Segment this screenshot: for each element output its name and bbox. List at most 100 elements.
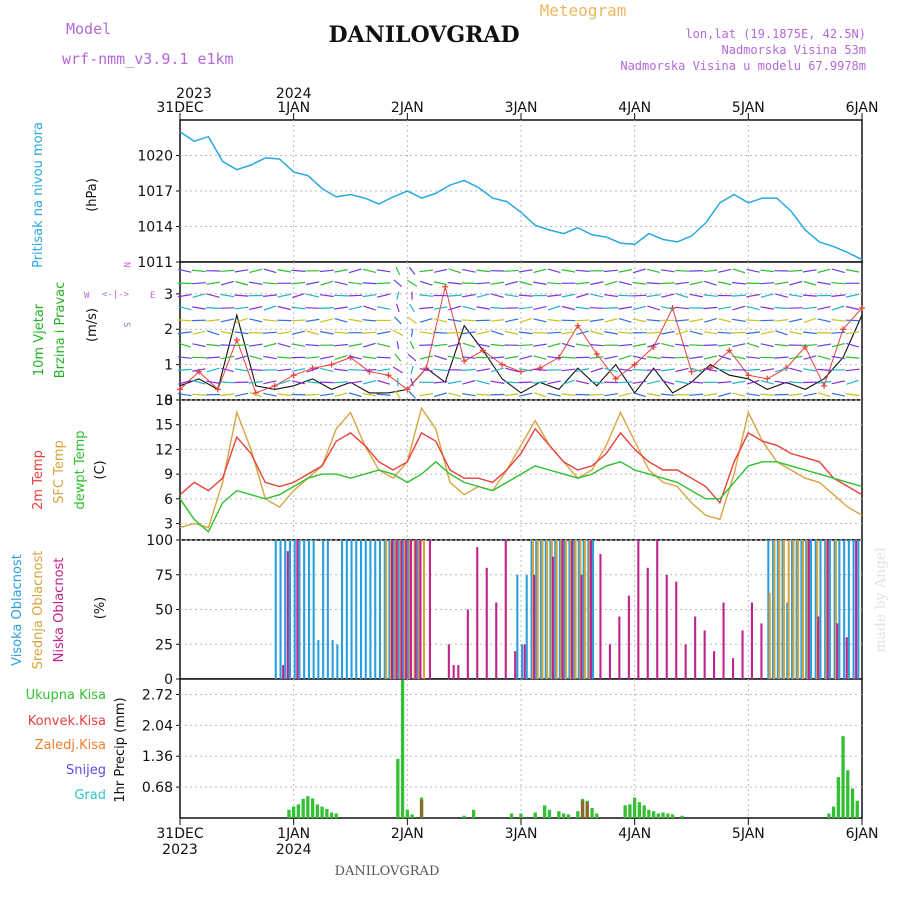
wind-arrow: [746, 331, 760, 335]
wind-arrow: [817, 318, 831, 323]
wind-arrow: [334, 269, 348, 273]
wind-arrow: [319, 307, 334, 309]
t2m-label: 2m Temp: [31, 450, 46, 510]
wind-arrow: [291, 380, 306, 385]
total-precip-bar: [850, 788, 855, 818]
wind-arrow: [632, 380, 647, 384]
wind-arrow: [235, 355, 249, 360]
wind-arrow: [377, 293, 391, 298]
wind-arrow: [547, 342, 561, 348]
high-cloud-bar: [573, 540, 576, 679]
high-cloud-bar: [592, 540, 595, 679]
wind-arrow: [547, 268, 561, 274]
wind-arrow: [789, 367, 803, 373]
wind-arrow: [320, 280, 334, 286]
high-cloud-bar: [369, 540, 372, 679]
wind-arrow: [392, 329, 404, 337]
wind-gust-point: [840, 326, 847, 333]
wind-arrow: [689, 381, 704, 384]
wind-arrow: [394, 353, 402, 362]
wind-arrow: [647, 305, 660, 311]
wind-gust-point: [593, 351, 600, 357]
wind-arrow: [689, 344, 704, 347]
mid-cloud-bar: [408, 540, 411, 679]
total-precip-bar: [623, 805, 627, 818]
high-cloud-bar: [293, 540, 296, 679]
total-precip-bar: [566, 814, 570, 818]
wind-arrow: [518, 344, 533, 347]
wind-arrow: [395, 266, 401, 275]
wind-arrow: [575, 281, 590, 285]
high-cloud-bar: [383, 540, 386, 679]
wind-arrow: [476, 393, 491, 396]
top-year-label: 2024: [276, 86, 312, 102]
wind-arrow: [504, 269, 519, 272]
wind-arrow: [775, 330, 788, 336]
wind-arrow: [831, 342, 845, 348]
bottom-date-label: 3JAN: [505, 826, 538, 842]
wind-arrow: [348, 392, 362, 398]
wind-arrow: [362, 319, 377, 322]
wind-arrow: [306, 330, 320, 336]
wind-arrow: [802, 331, 817, 335]
mid-cloud-bar: [773, 540, 776, 679]
wind-arrow: [192, 368, 206, 372]
y-tick-label: 25: [155, 637, 173, 653]
low-cloud-bar: [457, 665, 460, 679]
low-cloud-bar: [282, 665, 285, 679]
wind-arrow: [461, 356, 476, 359]
wind-arrow: [306, 367, 319, 373]
wind-arrow: [632, 305, 646, 311]
wind-gust-point: [745, 372, 752, 379]
bottom-year-label: 2023: [162, 842, 198, 858]
wind-arrow: [305, 380, 320, 384]
wind-arrow: [675, 367, 689, 373]
wind-label-2: Brzina i Pravac: [53, 282, 68, 379]
wind-arrow: [717, 268, 732, 273]
wind-arrow: [320, 367, 334, 372]
mid-cloud-bar: [579, 540, 582, 679]
total-precip-bar: [306, 796, 310, 818]
wind-arrow: [320, 331, 334, 335]
wind-arrow: [817, 380, 832, 384]
wind-arrow: [447, 318, 462, 322]
high-cloud-bar: [795, 540, 798, 679]
panel-pressure: 1011 1014 1017 1020: [137, 119, 863, 271]
total-precip-bar: [680, 815, 684, 818]
low-cloud-bar: [495, 602, 498, 679]
wind-arrow: [618, 281, 632, 286]
low-cloud-bar: [608, 644, 611, 680]
wind-arrow: [504, 293, 519, 298]
y-tick-label: 1020: [137, 149, 173, 165]
wind-arrow: [410, 378, 414, 387]
low-cloud-bar: [428, 540, 431, 679]
high-cloud-bar: [824, 540, 827, 679]
wind-arrow: [263, 305, 277, 311]
wind-arrow: [249, 355, 263, 360]
wind-arrow: [717, 381, 732, 384]
wind-arrow: [760, 343, 774, 348]
wind-arrow: [177, 331, 192, 335]
wind-arrow: [589, 380, 604, 384]
cloud-unit: (%): [93, 597, 108, 620]
total-precip-bar: [292, 806, 296, 818]
wind-arrow: [675, 293, 689, 299]
wind-arrow: [632, 369, 647, 371]
high-cloud-bar: [781, 540, 784, 679]
bottom-date-label: 1JAN: [277, 826, 310, 842]
total-precip-bar: [301, 798, 305, 818]
wind-arrow: [476, 293, 490, 298]
wind-arrow: [603, 307, 619, 309]
wind-arrow: [703, 269, 718, 273]
wind-arrow: [831, 318, 846, 322]
wind-arrow: [576, 293, 589, 299]
wind-arrow: [291, 368, 306, 372]
wind-arrow: [561, 331, 576, 335]
wind-arrow: [234, 306, 249, 310]
wind-arrow: [348, 305, 362, 311]
total-precip-bar: [296, 804, 300, 818]
total-precip-bar: [329, 812, 334, 818]
y-tick-label: 1017: [137, 184, 173, 200]
compass-rose: W E <-|-> N S: [84, 262, 155, 327]
wind-arrow: [419, 306, 434, 310]
